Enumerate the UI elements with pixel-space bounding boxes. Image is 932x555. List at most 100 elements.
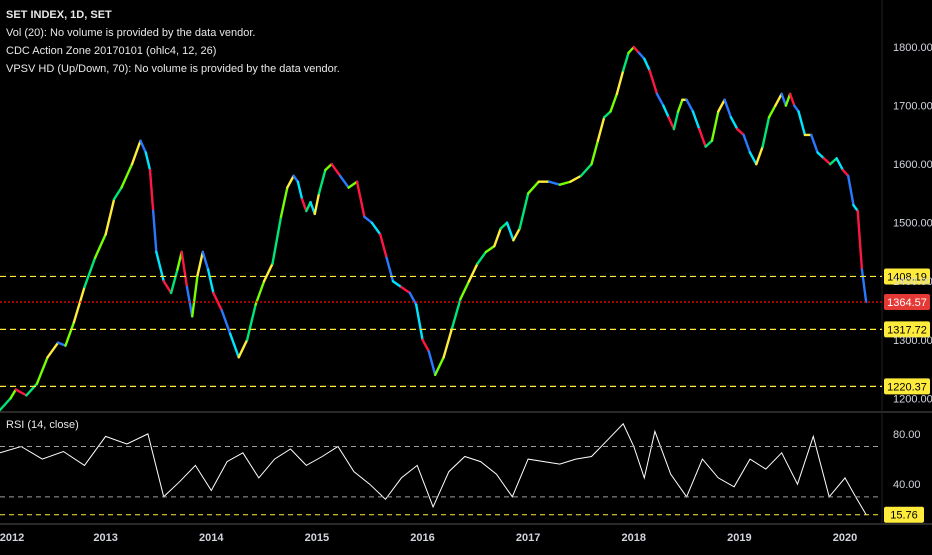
price-segment	[408, 291, 418, 306]
current-price-tag	[884, 293, 930, 310]
price-segment	[93, 233, 107, 260]
price-segment	[637, 51, 646, 61]
rsi-axis-tick: 80.00	[893, 429, 921, 441]
price-segment	[191, 274, 199, 318]
price-segment	[816, 151, 826, 160]
price-segment	[196, 250, 205, 277]
price-segment	[148, 168, 155, 213]
time-axis-tick: 2019	[727, 532, 751, 544]
legend-volume-indicator[interactable]: Vol (20): No volume is provided by the d…	[6, 27, 256, 39]
price-segment	[450, 297, 462, 330]
price-segment	[379, 233, 388, 260]
price-segment	[717, 98, 726, 113]
price-segment	[385, 256, 395, 283]
price-segment	[774, 92, 783, 107]
price-segment	[627, 45, 635, 55]
price-segment	[144, 151, 152, 172]
price-segment	[286, 174, 295, 189]
price-segment	[860, 268, 868, 304]
price-segment	[846, 174, 855, 207]
price-segment	[698, 127, 707, 148]
price-segment	[704, 139, 714, 148]
price-segment	[667, 116, 676, 131]
price-segment	[780, 92, 788, 107]
level-price-label: 1317.72	[887, 324, 927, 336]
price-segment	[615, 69, 625, 96]
price-segment	[330, 162, 342, 178]
price-segment	[130, 139, 142, 166]
price-segment	[558, 180, 572, 186]
price-segment	[793, 104, 800, 113]
legend-title[interactable]: SET INDEX, 1D, SET	[6, 9, 112, 21]
price-segment	[852, 203, 859, 213]
level-price-tag	[884, 268, 930, 285]
time-axis-tick: 2016	[410, 532, 434, 544]
price-segment	[609, 92, 619, 113]
price-segment	[526, 180, 540, 195]
price-segment	[9, 388, 18, 400]
price-axis-tick: 1400.00	[893, 276, 932, 288]
price-segment	[822, 157, 832, 166]
level-price-tag	[884, 321, 930, 338]
legend-vpsv-hd[interactable]: VPSV HD (Up/Down, 70): No volume is prov…	[6, 63, 340, 75]
price-axis-tick: 1600.00	[893, 159, 932, 171]
price-segment	[104, 198, 116, 236]
price-segment	[841, 168, 850, 178]
price-segment	[736, 127, 745, 137]
rsi-legend[interactable]: RSI (14, close)	[6, 419, 79, 431]
price-segment	[0, 397, 12, 412]
price-segment	[112, 186, 123, 201]
price-segment	[317, 168, 327, 195]
price-segment	[512, 227, 521, 242]
price-segment	[590, 139, 600, 166]
price-segment	[83, 256, 97, 289]
price-segment	[648, 69, 659, 96]
price-segment	[569, 174, 583, 183]
price-segment	[151, 209, 158, 254]
price-segment	[292, 174, 300, 183]
price-segment	[685, 98, 695, 113]
time-axis-tick: 2014	[199, 532, 224, 544]
time-axis-tick: 2013	[93, 532, 117, 544]
price-segment	[421, 338, 431, 353]
price-segment	[35, 356, 49, 385]
price-segment	[433, 356, 445, 377]
level-price-label: 1364.57	[887, 297, 927, 309]
price-segment	[476, 250, 488, 265]
legend-cdc-action-zone[interactable]: CDC Action Zone 20170101 (ohlc4, 12, 26)	[6, 45, 217, 57]
price-segment	[237, 338, 249, 359]
price-segment	[596, 116, 606, 142]
price-segment	[484, 244, 496, 254]
price-segment	[229, 332, 240, 359]
rsi-value-label: 15.76	[890, 510, 918, 522]
time-axis-tick: 2017	[516, 532, 540, 544]
price-segment	[363, 215, 374, 224]
price-segment	[400, 285, 412, 295]
price-segment	[729, 116, 739, 131]
price-axis-tick: 1300.00	[893, 335, 932, 347]
level-price-tag	[884, 378, 930, 395]
price-segment	[313, 192, 321, 216]
price-segment	[120, 162, 134, 189]
time-axis-tick: 2012	[0, 532, 24, 544]
price-segment	[324, 162, 333, 172]
price-segment	[162, 280, 173, 295]
price-segment	[169, 268, 179, 295]
price-segment	[723, 98, 733, 119]
price-segment	[784, 92, 792, 107]
price-segment	[655, 92, 665, 107]
price-axis-tick: 1500.00	[893, 218, 932, 230]
price-segment	[662, 104, 670, 119]
chart-legend: SET INDEX, 1D, SET Vol (20): No volume i…	[6, 6, 340, 78]
price-segment	[710, 110, 720, 142]
price-segment	[279, 186, 289, 219]
price-segment	[499, 221, 509, 230]
price-segment	[676, 98, 684, 113]
price-segment	[14, 388, 28, 397]
price-segment	[761, 116, 771, 148]
price-segment	[755, 145, 764, 166]
price-segment	[206, 268, 215, 295]
price-segment	[262, 262, 274, 283]
